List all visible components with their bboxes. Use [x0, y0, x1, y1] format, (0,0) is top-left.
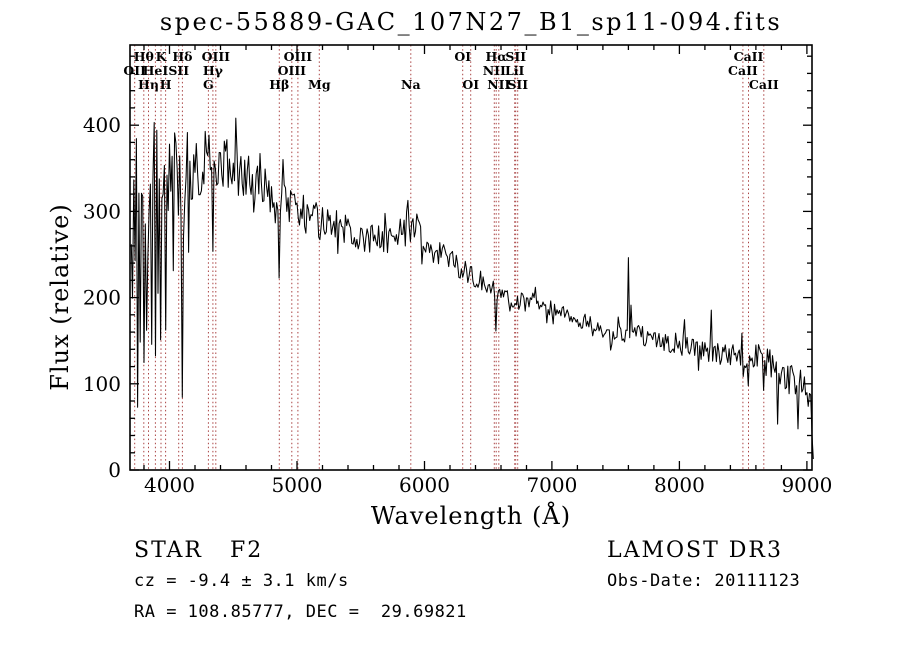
x-tick-labels: 4000 5000 6000 7000 8000 9000	[144, 473, 832, 497]
svg-text:Hβ: Hβ	[269, 77, 289, 92]
svg-text:G: G	[203, 77, 214, 92]
svg-text:CaII: CaII	[749, 77, 779, 92]
svg-text:4000: 4000	[144, 473, 195, 497]
plot-frame	[129, 44, 813, 471]
svg-text:Hγ: Hγ	[203, 63, 224, 78]
radial-velocity-text: cz = -9.4 ± 3.1 km/s	[134, 571, 349, 591]
axis-ticks	[130, 45, 812, 471]
x-axis-label: Wavelength (Å)	[370, 502, 572, 530]
svg-text:6000: 6000	[399, 473, 450, 497]
svg-text:H: H	[160, 77, 172, 92]
svg-text:K: K	[156, 49, 168, 64]
classification-text: STAR F2	[134, 538, 264, 563]
svg-text:SII: SII	[505, 49, 526, 64]
obs-date-text: Obs-Date: 20111123	[607, 571, 801, 591]
svg-text:Hη: Hη	[138, 77, 159, 92]
svg-text:200: 200	[83, 286, 121, 310]
survey-release-text: LAMOST DR3	[607, 538, 783, 563]
spectrum-trace	[130, 117, 814, 460]
svg-text:SII: SII	[168, 63, 189, 78]
svg-text:Na: Na	[401, 77, 421, 92]
svg-text:OI: OI	[454, 49, 471, 64]
svg-text:100: 100	[83, 372, 121, 396]
svg-text:OIII: OIII	[284, 49, 313, 64]
svg-text:OI: OI	[462, 77, 479, 92]
svg-text:CaII: CaII	[734, 49, 764, 64]
svg-text:Hδ: Hδ	[172, 49, 192, 64]
svg-text:5000: 5000	[272, 473, 323, 497]
svg-text:9000: 9000	[781, 473, 832, 497]
y-axis-label: Flux (relative)	[46, 203, 74, 391]
svg-text:Hα: Hα	[485, 49, 507, 64]
svg-text:CaII: CaII	[728, 63, 758, 78]
svg-text:SII: SII	[507, 77, 528, 92]
svg-text:Mg: Mg	[308, 77, 331, 92]
svg-text:NII: NII	[483, 63, 506, 78]
svg-text:OIII: OIII	[278, 63, 307, 78]
svg-text:OIII: OIII	[202, 49, 231, 64]
svg-text:HeI: HeI	[143, 63, 169, 78]
ra-dec-text: RA = 108.85777, DEC = 29.69821	[134, 602, 467, 622]
svg-text:7000: 7000	[526, 473, 577, 497]
svg-text:300: 300	[83, 199, 121, 223]
y-tick-labels: 0 100 200 300 400	[83, 113, 121, 482]
svg-text:400: 400	[83, 113, 121, 137]
spectral-line-markers	[134, 45, 765, 470]
plot-title: spec-55889-GAC_107N27_B1_sp11-094.fits	[159, 8, 783, 36]
svg-text:0: 0	[108, 458, 121, 482]
svg-text:Hθ: Hθ	[134, 49, 154, 64]
svg-text:NII: NII	[487, 77, 510, 92]
svg-text:8000: 8000	[654, 473, 705, 497]
svg-text:LiI: LiI	[505, 63, 525, 78]
svg-text:OII: OII	[123, 63, 146, 78]
